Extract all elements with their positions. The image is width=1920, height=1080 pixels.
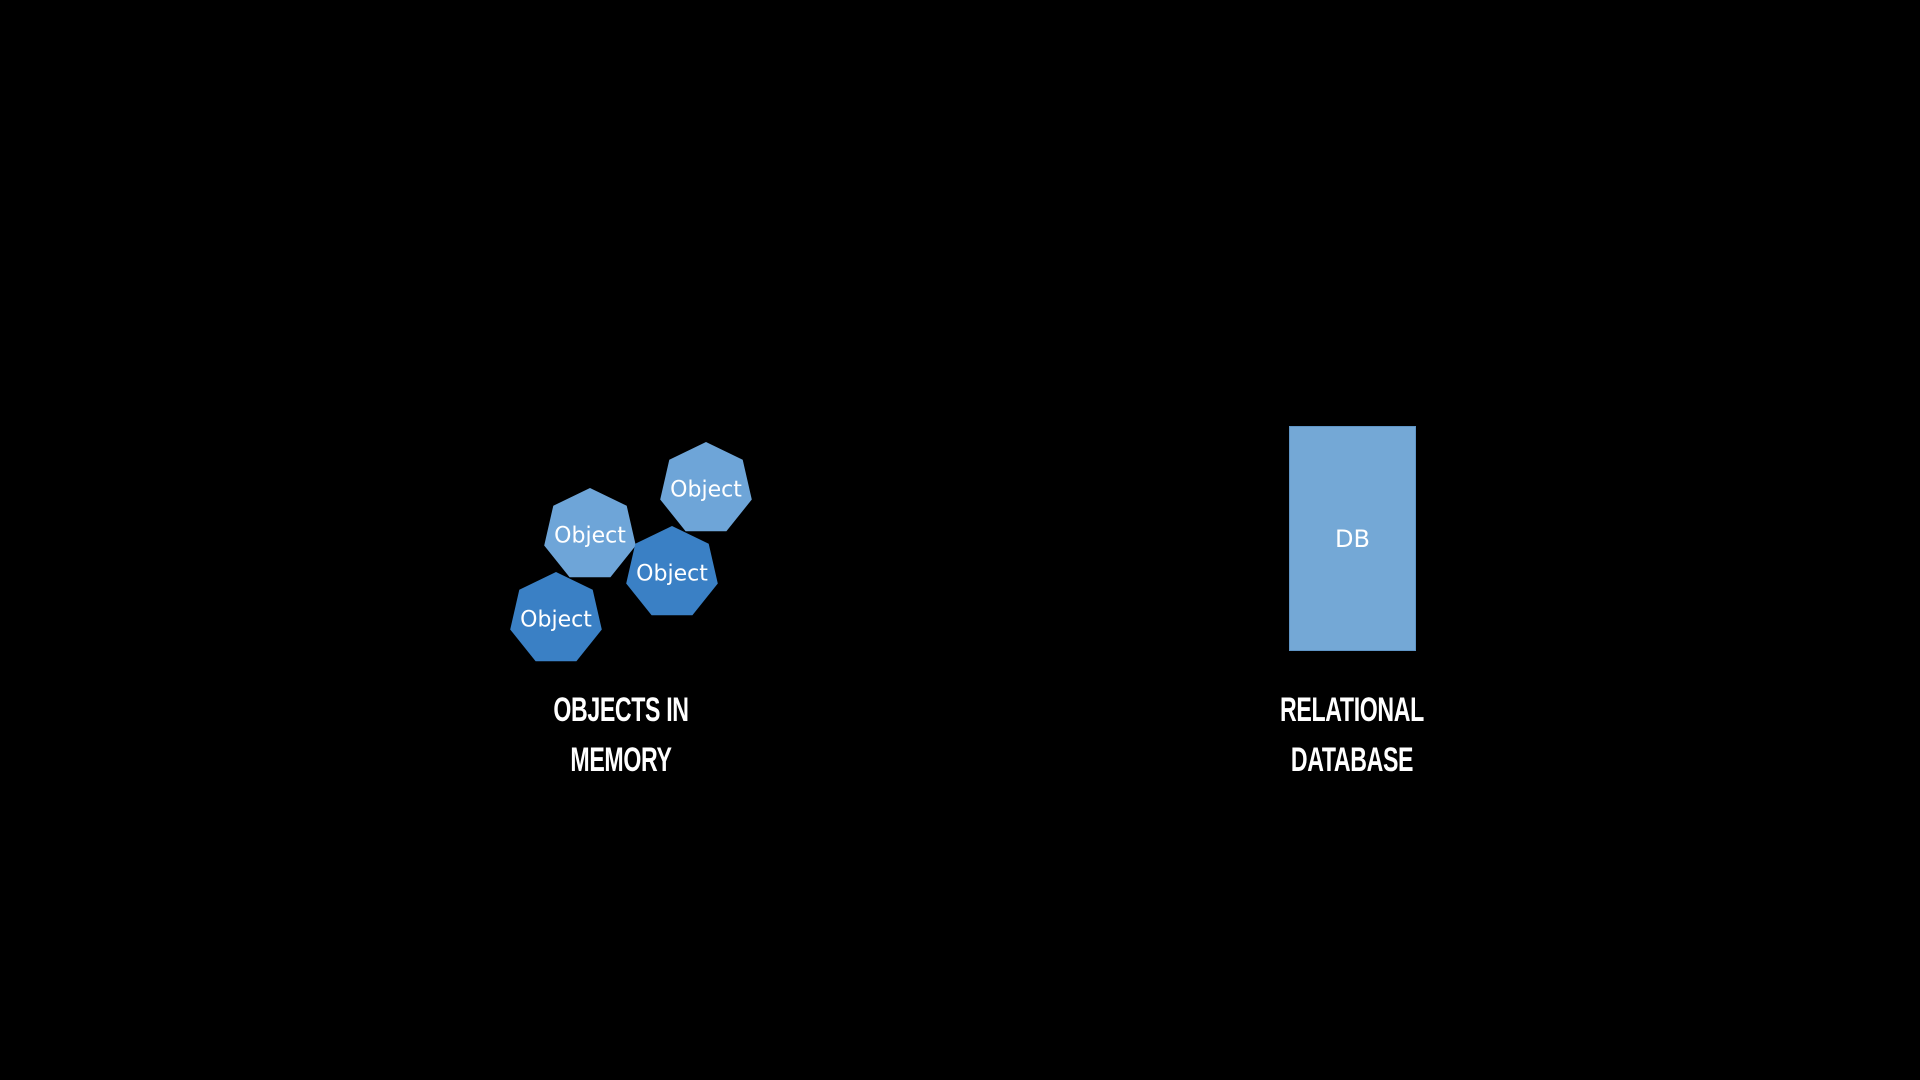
- object-node: Object: [510, 572, 602, 662]
- object-label: Object: [520, 608, 592, 633]
- database-box: DB: [1289, 426, 1416, 651]
- database-label: DB: [1335, 524, 1370, 553]
- object-label: Object: [554, 524, 626, 549]
- caption-line: OBJECTS IN: [553, 691, 689, 729]
- caption-line: MEMORY: [570, 741, 672, 779]
- objects-in-memory-diagram: Object Object Object Object: [510, 442, 752, 662]
- object-node: Object: [660, 442, 752, 532]
- caption-line: RELATIONAL: [1280, 691, 1424, 729]
- object-label: Object: [670, 478, 742, 503]
- objects-in-memory-caption: OBJECTS IN MEMORY: [519, 685, 723, 785]
- object-node: Object: [626, 526, 718, 616]
- caption-line: DATABASE: [1290, 741, 1414, 779]
- object-label: Object: [636, 562, 708, 587]
- object-node: Object: [544, 488, 636, 578]
- relational-database-caption: RELATIONAL DATABASE: [1250, 685, 1454, 785]
